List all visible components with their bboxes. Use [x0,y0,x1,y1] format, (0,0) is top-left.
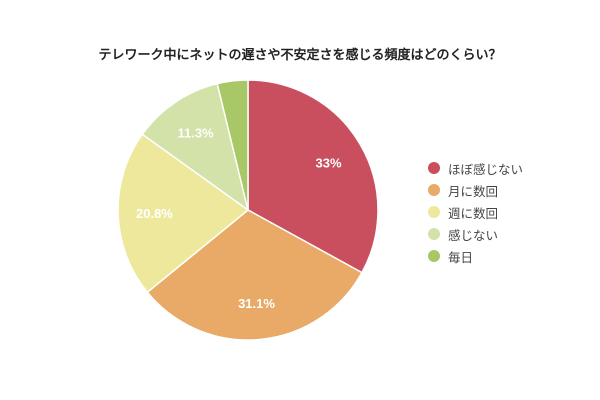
slice-label: 20.8% [136,206,173,221]
pie-slice [216,79,249,211]
legend-dot-icon [428,206,440,218]
legend-dot-icon [428,162,440,174]
legend-dot-icon [428,184,440,196]
legend-label: 毎日 [448,249,474,265]
legend-item[interactable]: ほぼ感じない [428,157,523,179]
legend-item[interactable]: 月に数回 [428,179,523,201]
pie-slice [141,82,250,212]
legend-label: 感じない [448,227,499,243]
slice-label: 33% [316,155,342,170]
legend-label: 週に数回 [448,205,499,221]
legend: ほぼ感じない 月に数回週に数回感じない毎日 [428,157,523,267]
pie-slice [146,209,363,341]
legend-dot-icon [428,228,440,240]
legend-dot-icon [428,250,440,262]
legend-label: 月に数回 [448,183,499,199]
slice-label: 31.1% [238,296,275,311]
pie-slice [117,133,250,294]
legend-item[interactable]: 感じない [428,223,523,245]
legend-item[interactable]: 毎日 [428,245,523,267]
slice-label: 11.3% [178,125,215,140]
chart-title: テレワーク中にネットの遅さや不安定さを感じる頻度はどのくらい？ [98,48,502,63]
legend-label: ほぼ感じない [448,161,524,177]
legend-item[interactable]: 週に数回 [428,201,523,223]
pie-slice [247,79,379,274]
